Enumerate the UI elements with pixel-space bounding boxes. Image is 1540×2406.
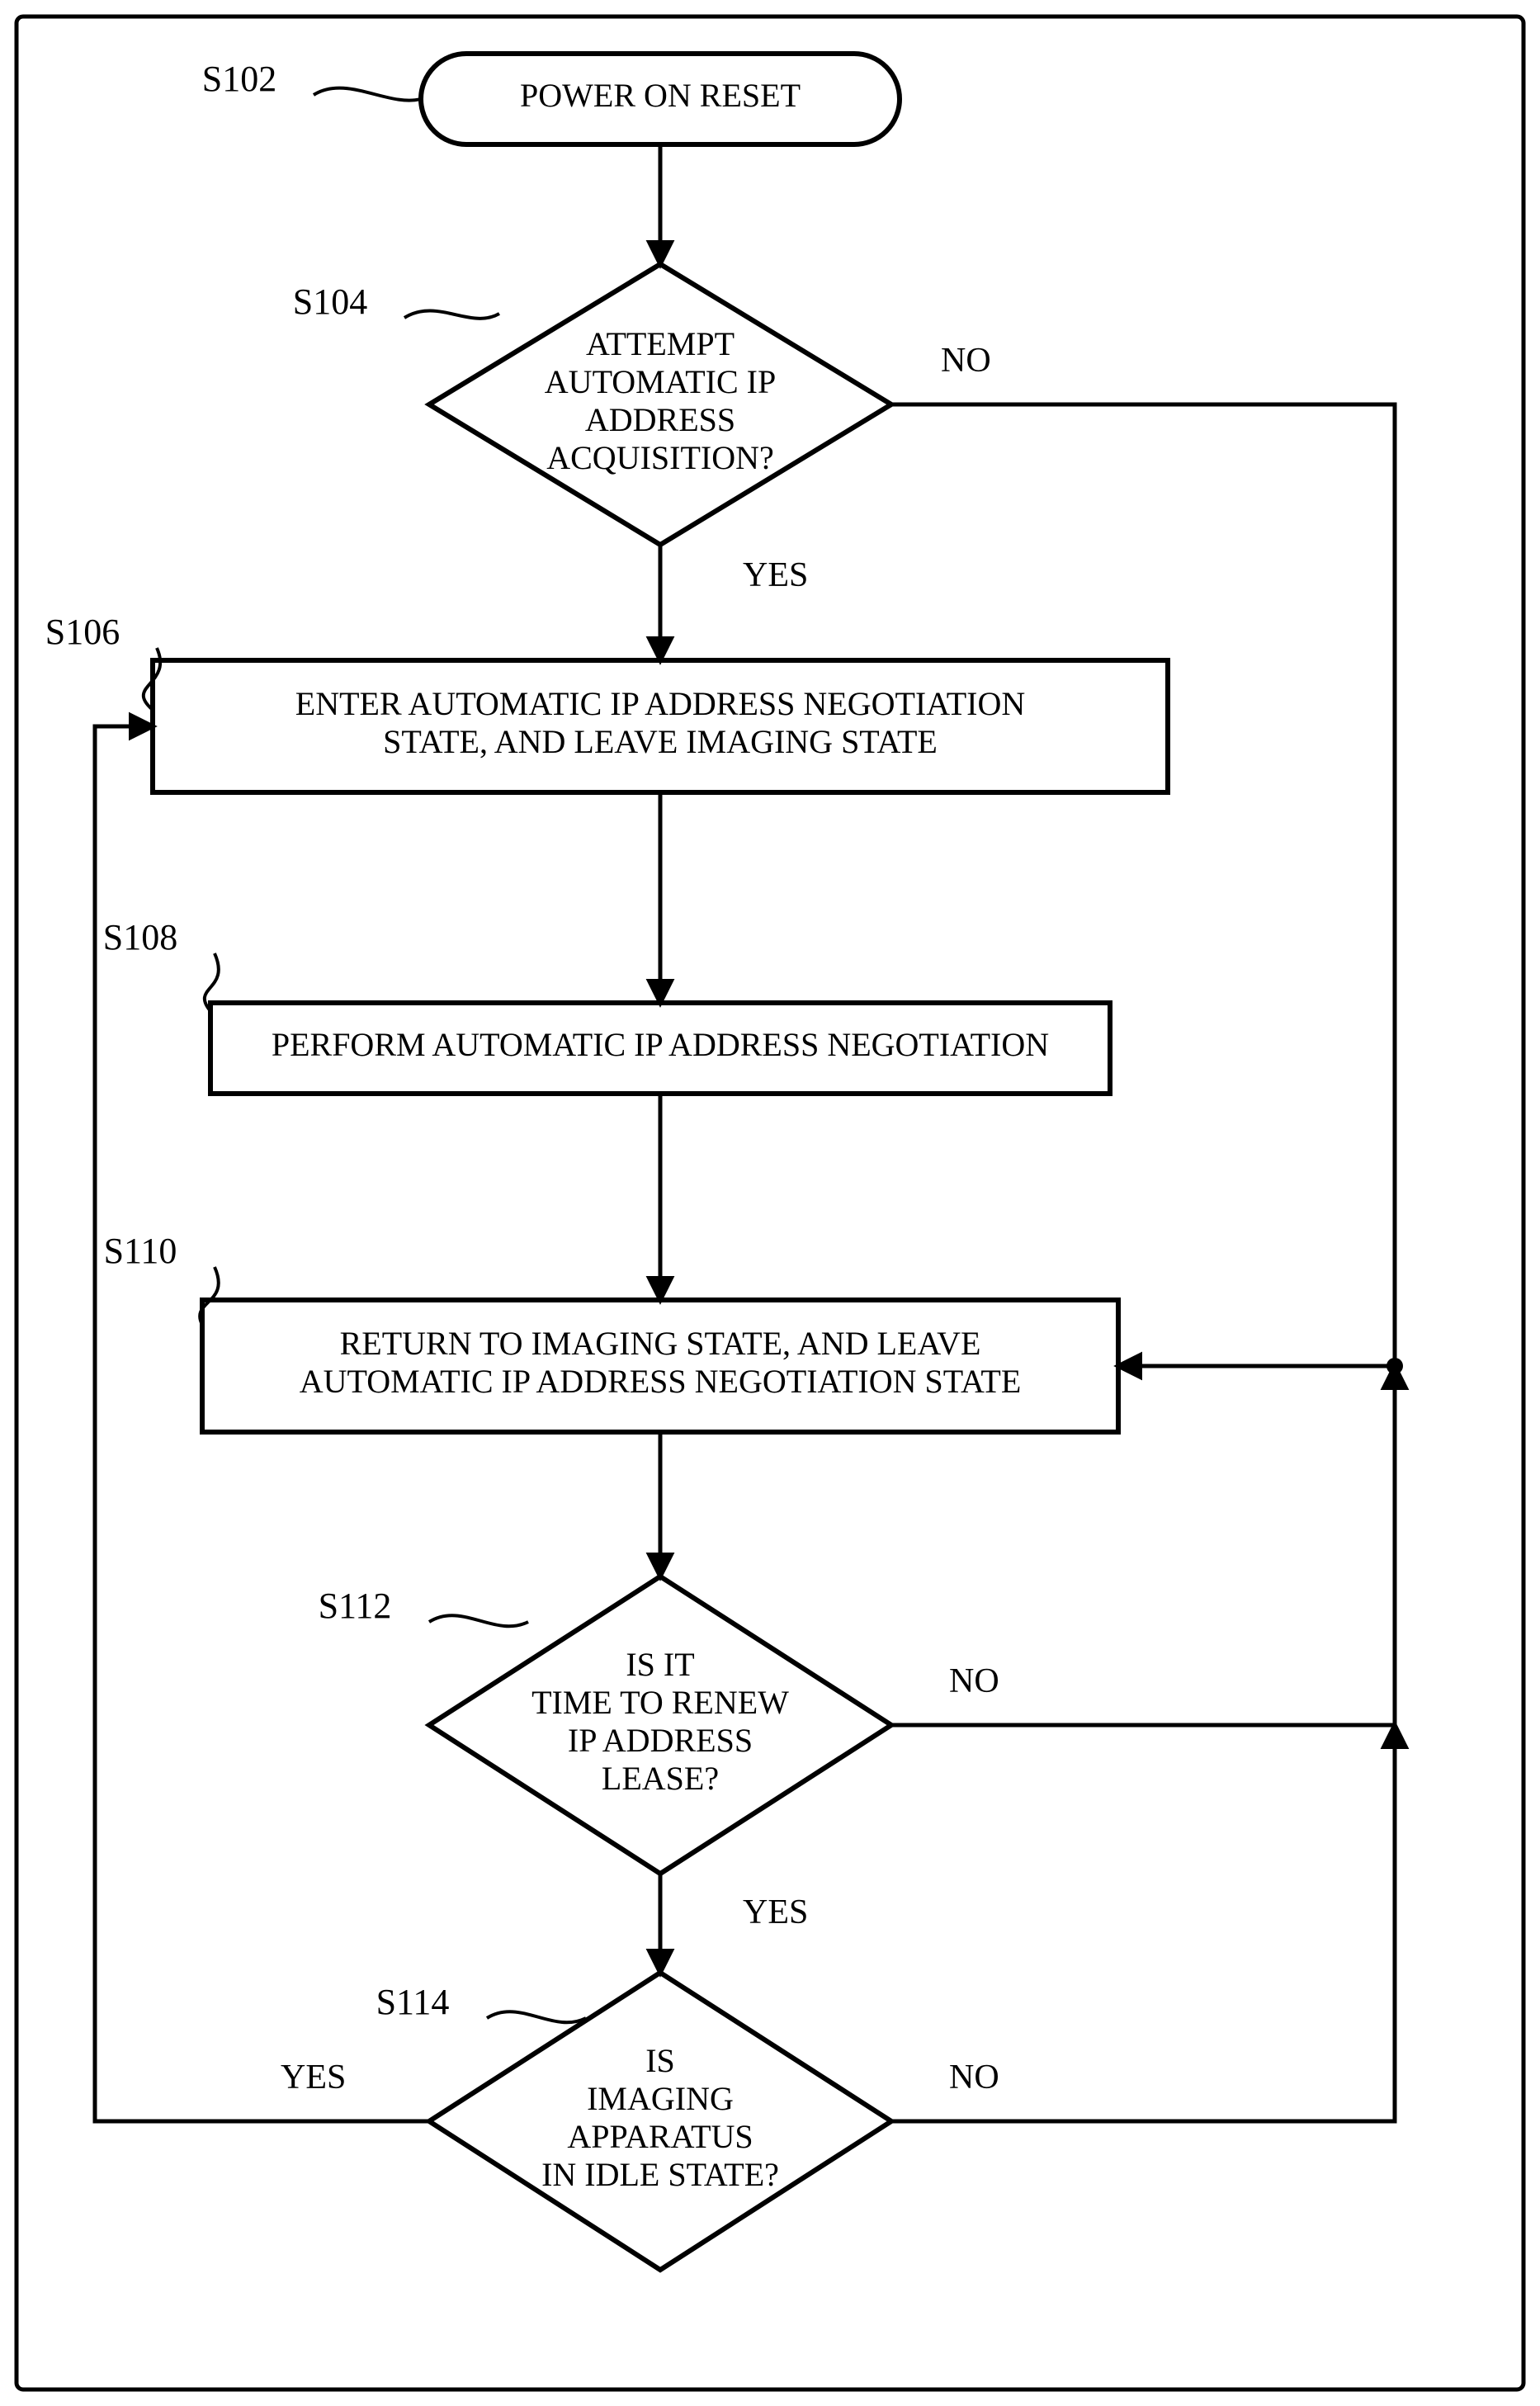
step-ref-label: S104: [293, 281, 367, 322]
node-text: AUTOMATIC IP: [545, 363, 776, 400]
step-ref-label: S110: [104, 1231, 177, 1271]
edge-label: NO: [941, 342, 991, 380]
node-text: TIME TO RENEW: [531, 1684, 789, 1721]
node-text: APPARATUS: [567, 2118, 753, 2155]
ref-leader: [429, 1615, 528, 1626]
ref-leader: [314, 88, 421, 101]
ref-leader: [404, 310, 499, 318]
node-text: IS: [645, 2042, 675, 2079]
node-text: AUTOMATIC IP ADDRESS NEGOTIATION STATE: [300, 1363, 1022, 1400]
edge-label: YES: [743, 1893, 808, 1931]
step-ref-label: S112: [319, 1586, 392, 1626]
edge-label: YES: [281, 2059, 346, 2096]
node-text: ADDRESS: [585, 401, 735, 438]
node-text: IN IDLE STATE?: [541, 2156, 779, 2193]
edge-label: YES: [743, 556, 808, 594]
flow-edge: [891, 404, 1395, 1366]
node-text: ACQUISITION?: [546, 439, 774, 476]
node-text: RETURN TO IMAGING STATE, AND LEAVE: [340, 1325, 981, 1362]
node-text: STATE, AND LEAVE IMAGING STATE: [383, 723, 938, 760]
node-text: IMAGING: [587, 2080, 734, 2117]
edge-label: NO: [949, 2059, 999, 2096]
node-text: IP ADDRESS: [568, 1722, 753, 1759]
step-ref-label: S114: [376, 1982, 450, 2022]
node-text: ATTEMPT: [586, 325, 735, 362]
node-text: LEASE?: [602, 1760, 719, 1797]
node-text: IS IT: [626, 1646, 694, 1683]
step-ref-label: S106: [45, 612, 120, 652]
ref-leader: [487, 2011, 586, 2022]
step-ref-label: S102: [202, 59, 276, 99]
edge-label: NO: [949, 1662, 999, 1700]
node-text: PERFORM AUTOMATIC IP ADDRESS NEGOTIATION: [272, 1026, 1049, 1063]
node-text: ENTER AUTOMATIC IP ADDRESS NEGOTIATION: [295, 685, 1025, 722]
node-text: POWER ON RESET: [520, 77, 801, 114]
step-ref-label: S108: [103, 917, 177, 957]
